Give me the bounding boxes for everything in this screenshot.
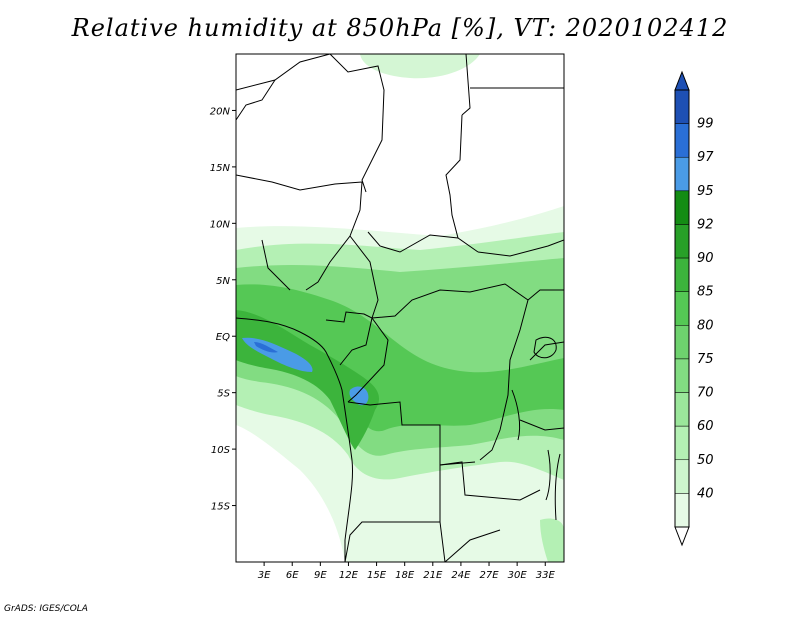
credit-text: GrADS: IGES/COLA	[4, 604, 88, 614]
colorbar-min-arrow	[674, 526, 690, 547]
colorbar-level-label: 75	[697, 352, 714, 367]
colorbar-segment	[674, 493, 690, 528]
border-libya-egypt	[461, 54, 471, 116]
lake-malawi	[545, 449, 551, 501]
border-gabon-congo	[325, 311, 373, 366]
colorbar-level-label: 70	[697, 386, 714, 401]
colorbar-segment	[674, 123, 690, 158]
colorbar: 40 50 60 70 75 80 85 90 92 95 97 99	[674, 70, 714, 547]
lon-tick-label: 21E	[423, 570, 443, 581]
coastline-east	[554, 453, 561, 521]
border-southsudan-drc	[527, 289, 564, 301]
lon-tick-label: 15E	[367, 570, 387, 581]
border-car-drc	[371, 283, 529, 319]
colorbar-frame	[674, 89, 690, 528]
coastline-west	[236, 317, 353, 562]
border-libya-chad	[329, 54, 385, 193]
colorbar-level-label: 85	[697, 285, 714, 300]
colorbar-level-label: 80	[697, 318, 714, 333]
longitude-axis: 3E 6E 9E 12E 15E 18E 21E 24E 27E 30E 33E	[258, 562, 556, 581]
colorbar-segment	[674, 425, 690, 461]
lon-tick-label: 24E	[451, 570, 471, 581]
rh-region-99	[254, 342, 278, 353]
border-kenya-uganda	[529, 341, 564, 361]
rh-region-85	[236, 284, 564, 432]
colorbar-level-label: 40	[697, 486, 714, 501]
lat-tick-label: 20N	[210, 106, 231, 117]
colorbar-level-label: 50	[697, 453, 714, 468]
colorbar-segment	[674, 190, 690, 225]
lat-tick-label: 10S	[211, 445, 231, 456]
lat-tick-label: EQ	[216, 332, 230, 343]
rh-region-40-north	[360, 54, 480, 79]
colorbar-segment	[674, 89, 690, 124]
lat-tick-label: 15N	[210, 163, 231, 174]
lon-tick-label: 3E	[258, 570, 271, 581]
lat-tick-label: 10N	[210, 219, 231, 230]
border-niger-nigeria	[236, 174, 363, 191]
lon-tick-label: 9E	[314, 570, 327, 581]
colorbar-level-label: 60	[697, 419, 714, 434]
border-congo-drc	[347, 317, 389, 403]
border-libya-niger	[236, 54, 331, 91]
lake-victoria	[533, 336, 557, 359]
border-angola-namibia	[344, 521, 446, 562]
border-botswana	[444, 529, 501, 562]
colorbar-segment	[674, 459, 690, 494]
border-nigeria-cameroon	[305, 181, 363, 291]
colorbar-segment	[674, 291, 690, 326]
lake-tanganyika	[511, 389, 521, 441]
map-panel	[235, 53, 565, 563]
lat-tick-label: 5N	[216, 276, 230, 287]
rh-region-east-60	[540, 518, 564, 562]
border-chad-car	[367, 231, 479, 253]
lat-tick-label: 5S	[217, 389, 230, 400]
humidity-field	[236, 54, 564, 562]
lat-tick-label: 15S	[211, 502, 231, 513]
rh-region-97-coast	[349, 386, 369, 406]
border-tanzania	[519, 419, 564, 431]
lon-tick-label: 33E	[536, 570, 556, 581]
colorbar-level-label: 90	[697, 251, 714, 266]
border-sudan-southsudan	[477, 239, 564, 257]
country-borders	[236, 54, 564, 562]
border-cameroon-car	[349, 235, 379, 319]
border-niger-mali	[236, 79, 276, 121]
colorbar-segment	[674, 392, 690, 427]
colorbar-segment	[674, 224, 690, 259]
border-zambia	[439, 461, 541, 501]
colorbar-level-label: 99	[697, 117, 714, 132]
map-frame	[235, 53, 565, 563]
latitude-axis: 20N 15N 10N 5N EQ 5S 10S 15S	[210, 106, 236, 513]
border-drc-east	[479, 299, 529, 461]
colorbar-segment	[674, 325, 690, 360]
colorbar-level-label: 97	[697, 150, 714, 165]
colorbar-level-label: 95	[697, 184, 714, 199]
colorbar-segment	[674, 156, 690, 192]
lon-tick-label: 30E	[508, 570, 528, 581]
lon-tick-label: 6E	[286, 570, 299, 581]
lon-tick-label: 18E	[395, 570, 415, 581]
map-title: Relative humidity at 850hPa [%], VT: 202…	[71, 14, 729, 42]
lon-tick-label: 12E	[339, 570, 359, 581]
colorbar-level-label: 92	[697, 217, 714, 232]
border-benin	[261, 239, 291, 291]
border-chad-sudan	[445, 114, 463, 239]
colorbar-max-arrow	[674, 70, 690, 91]
colorbar-segment	[674, 358, 690, 393]
lon-tick-label: 27E	[480, 570, 500, 581]
colorbar-segment	[674, 257, 690, 292]
